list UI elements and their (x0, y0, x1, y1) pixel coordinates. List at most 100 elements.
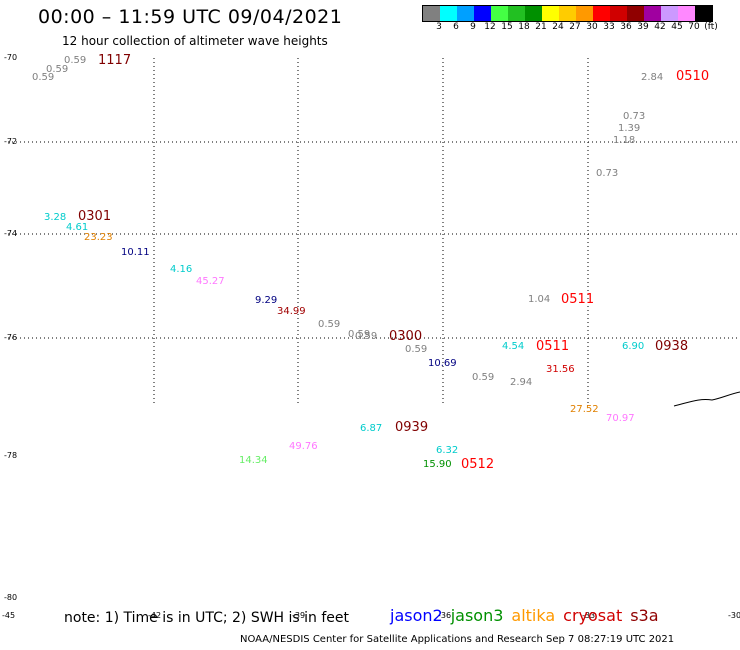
wave-height-value: 0.73 (623, 111, 645, 122)
color-scale-swatch (542, 6, 559, 21)
latitude-tick-label: -70 (4, 53, 17, 62)
wave-height-value: 0.59 (46, 64, 68, 75)
wave-height-value: 4.54 (502, 341, 524, 352)
color-scale-label: 21 (535, 22, 547, 32)
pass-time-label: 0301 (78, 209, 111, 224)
wave-height-value: 9.29 (255, 295, 277, 306)
color-scale-swatch (491, 6, 508, 21)
wave-height-value: 2.84 (641, 72, 663, 83)
wave-height-value: 3.28 (44, 212, 66, 223)
color-scale-swatch (593, 6, 610, 21)
wave-height-value: 10.69 (428, 358, 457, 369)
wave-height-value: 31.56 (546, 364, 575, 375)
satellite-legend-jason3: jason3 (450, 606, 504, 625)
color-scale-swatch (559, 6, 576, 21)
color-scale-label: 33 (603, 22, 615, 32)
color-scale-label: 70 (688, 22, 700, 32)
longitude-tick-label: -45 (2, 611, 15, 620)
wave-height-value: 6.90 (622, 341, 644, 352)
color-scale-swatch (678, 6, 695, 21)
pass-time-label: 0510 (676, 69, 709, 84)
color-scale-swatch (440, 6, 457, 21)
wave-height-value: 6.32 (436, 445, 458, 456)
wave-height-value: 4.16 (170, 264, 192, 275)
satellite-legend-cryosat: cryosat (563, 606, 623, 625)
color-scale-swatch (661, 6, 678, 21)
color-scale-swatch (627, 6, 644, 21)
satellite-legend: jason2 jason3 altika cryosat s3a (390, 606, 667, 625)
chart-title: 00:00 – 11:59 UTC 09/04/2021 (38, 6, 343, 28)
color-scale-swatch (457, 6, 474, 21)
longitude-tick-label: -30 (728, 611, 740, 620)
wave-height-value: 0.59 (32, 72, 54, 83)
wave-height-value: 49.76 (289, 441, 318, 452)
wave-height-value: 15.90 (423, 459, 452, 470)
color-scale-swatch (576, 6, 593, 21)
color-scale-legend (422, 5, 713, 22)
wave-height-value: 1.18 (613, 135, 635, 146)
color-scale-label: 24 (552, 22, 564, 32)
pass-time-label: 1117 (98, 53, 131, 68)
wave-height-value: 1.04 (528, 294, 550, 305)
pass-time-label: 0938 (655, 339, 688, 354)
wave-height-value: 70.97 (606, 413, 635, 424)
wave-height-value: 45.27 (196, 276, 225, 287)
wave-height-value: 23.23 (84, 232, 113, 243)
footer-note: note: 1) Time is in UTC; 2) SWH is in fe… (64, 610, 350, 626)
wave-height-value: 0.59 (405, 344, 427, 355)
color-scale-swatch (508, 6, 525, 21)
color-scale-label: 18 (518, 22, 530, 32)
longitude-tick-label: -39 (292, 611, 305, 620)
wave-height-value: 0.73 (596, 168, 618, 179)
color-scale-label: 12 (484, 22, 496, 32)
satellite-legend-jason2: jason2 (390, 606, 443, 625)
latitude-tick-label: -72 (4, 137, 17, 146)
color-scale-swatch (423, 6, 440, 21)
longitude-tick-label: -36 (438, 611, 451, 620)
pass-time-label: 0511 (536, 339, 569, 354)
color-scale-label: 45 (671, 22, 683, 32)
wave-height-value: 4.61 (66, 222, 88, 233)
axis-ticks: -70 -72 -74 -76 -78 -80 -45 -42 -39 -36 -33 -30 (2, 53, 740, 620)
satellite-legend-s3a: s3a (630, 606, 659, 625)
color-scale-swatch (644, 6, 661, 21)
wave-height-value: 10.11 (121, 247, 150, 258)
footer-credit: NOAA/NESDIS Center for Satellite Applica… (240, 634, 675, 645)
wave-height-value: 6.87 (360, 423, 382, 434)
pass-time-label: 0511 (561, 292, 594, 307)
color-scale-swatch (525, 6, 542, 21)
latitude-tick-label: -80 (4, 593, 17, 602)
coastline-segment (673, 391, 740, 407)
wave-height-value: 2.94 (510, 377, 532, 388)
pass-time-labels: 1117 0510 0301 0511 0300 0511 0938 0939 0512 (78, 53, 709, 472)
pass-time-label: 0300 (389, 329, 422, 344)
color-scale-label: 6 (453, 22, 459, 32)
chart-subtitle: 12 hour collection of altimeter wave hei… (62, 34, 328, 48)
color-scale-label: 15 (501, 22, 513, 32)
color-scale-swatch (610, 6, 627, 21)
wave-height-value: 0.59 (472, 372, 494, 383)
color-scale-swatch (695, 6, 712, 21)
color-scale-label: 39 (637, 22, 649, 32)
pass-time-label: 0939 (395, 420, 428, 435)
satellite-legend-altika: altika (511, 606, 556, 625)
color-scale-label: (ft) (704, 22, 718, 32)
wave-height-value: 14.34 (239, 455, 268, 466)
color-scale-label: 42 (654, 22, 666, 32)
wave-height-value: 0.59 (348, 329, 370, 340)
latitude-tick-label: -78 (4, 451, 17, 460)
color-scale-label: 9 (470, 22, 476, 32)
wave-height-value: 1.39 (618, 123, 640, 134)
wave-height-values: 0.590.590.59 2.840.731.391.180.733.284.61… (32, 55, 663, 470)
color-scale-swatch (474, 6, 491, 21)
color-scale-label: 30 (586, 22, 598, 32)
wave-height-value: 0.59 (355, 331, 377, 342)
wave-height-value: 0.59 (318, 319, 340, 330)
coastline (673, 391, 740, 407)
color-scale-label: 3 (436, 22, 442, 32)
color-scale-label: 36 (620, 22, 632, 32)
latitude-tick-label: -74 (4, 229, 17, 238)
pass-time-label: 0512 (461, 457, 494, 472)
longitude-tick-label: -33 (582, 611, 595, 620)
